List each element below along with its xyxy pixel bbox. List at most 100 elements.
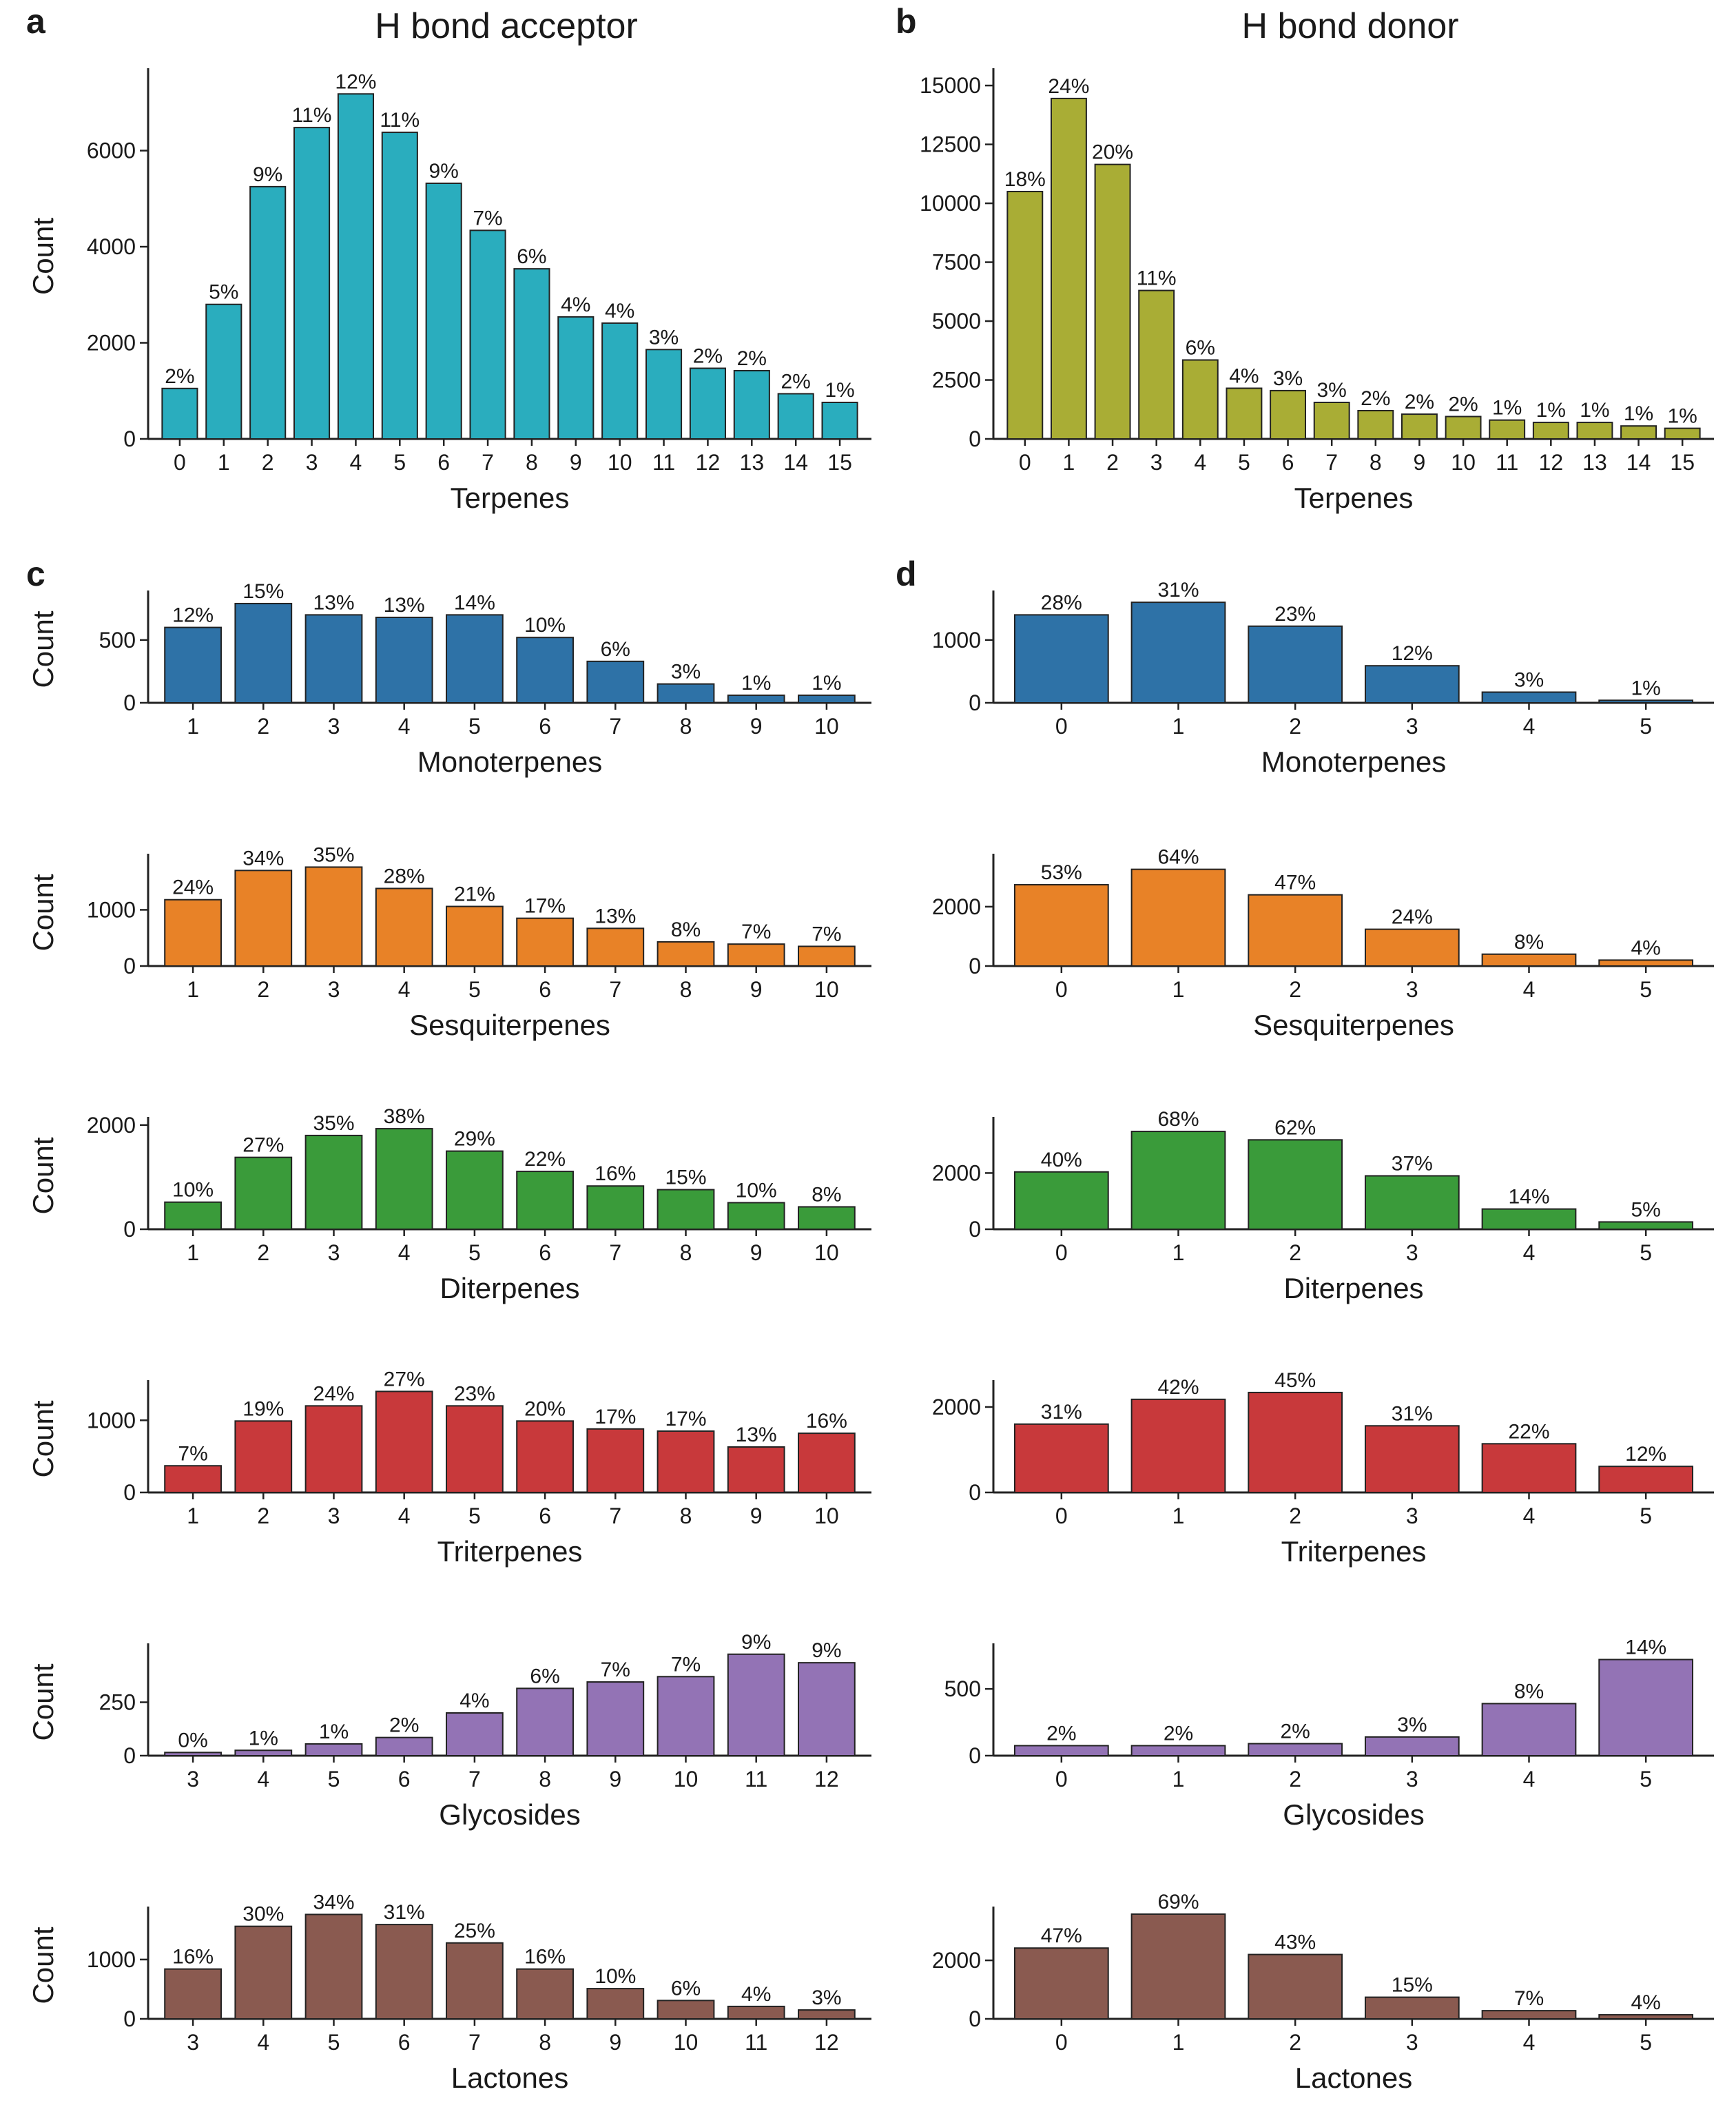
x-tick-label-c6-9: 9 (609, 2030, 621, 2055)
bar-d1-1 (1130, 602, 1226, 704)
y-tick-label-c1-500: 500 (99, 628, 136, 653)
x-tick-label-c1-2: 2 (257, 714, 269, 739)
bar-d6-0 (1013, 1947, 1109, 2020)
bar-b-1 (1050, 97, 1087, 440)
bar-d3-5 (1598, 1221, 1694, 1231)
y-label-c4: Count (27, 1400, 59, 1477)
bar-c6-4 (234, 1925, 293, 2020)
x-tick-label-c6-8: 8 (539, 2030, 551, 2055)
bar-d2-0 (1013, 884, 1109, 967)
x-tick-label-d4-3: 3 (1406, 1503, 1418, 1528)
bar-c6-9 (586, 1988, 645, 2020)
x-tick-label-d4-5: 5 (1640, 1503, 1652, 1528)
bar-c1-8 (657, 683, 715, 704)
x-tick-label-d2-1: 1 (1172, 977, 1185, 1002)
data-label-b-8: 2% (1361, 387, 1390, 410)
data-label-a-7: 7% (473, 207, 502, 229)
x-tick-label-d5-2: 2 (1289, 1767, 1301, 1791)
bar-c3-3 (304, 1134, 363, 1231)
data-label-c1-8: 3% (671, 661, 701, 684)
bar-d6-1 (1130, 1913, 1226, 2020)
x-tick-label-c6-4: 4 (257, 2030, 269, 2055)
data-label-d2-3: 24% (1392, 906, 1433, 929)
data-label-c1-9: 1% (741, 672, 771, 695)
y-label-c3: Count (27, 1137, 59, 1214)
data-label-d5-2: 2% (1280, 1721, 1310, 1743)
data-label-b-3: 11% (1137, 267, 1177, 290)
x-tick-label-c4-10: 10 (814, 1503, 839, 1528)
y-tick-label-d1-0: 0 (969, 690, 981, 715)
bar-d4-0 (1013, 1423, 1109, 1494)
data-label-d1-1: 31% (1157, 579, 1199, 602)
data-label-d4-3: 31% (1392, 1402, 1433, 1425)
data-label-d2-4: 8% (1514, 931, 1544, 954)
x-tick-label-b-10: 10 (1451, 450, 1476, 475)
data-label-c1-2: 15% (242, 580, 284, 603)
x-tick-label-d1-1: 1 (1172, 714, 1185, 739)
bar-c5-11 (727, 1653, 785, 1756)
data-label-c6-8: 16% (524, 1946, 566, 1969)
data-label-b-1: 24% (1048, 75, 1089, 98)
bar-c5-8 (516, 1687, 574, 1757)
bar-a-2 (249, 185, 287, 440)
data-label-d2-2: 47% (1274, 872, 1316, 894)
bar-b-3 (1138, 289, 1175, 440)
x-tick-label-c6-7: 7 (468, 2030, 481, 2055)
x-tick-label-b-5: 5 (1238, 450, 1250, 475)
data-label-c5-11: 9% (741, 1631, 771, 1654)
data-label-d4-5: 12% (1625, 1443, 1666, 1466)
x-tick-label-c2-10: 10 (814, 977, 839, 1002)
data-label-d5-0: 2% (1046, 1722, 1076, 1745)
bar-d6-4 (1481, 2010, 1577, 2020)
data-label-b-6: 3% (1273, 367, 1303, 390)
y-tick-label-c6-1000: 1000 (87, 1947, 136, 1972)
bar-d5-4 (1481, 1703, 1577, 1756)
data-label-c4-9: 13% (736, 1424, 777, 1446)
bar-d5-1 (1130, 1745, 1226, 1756)
data-label-c2-7: 13% (595, 905, 636, 927)
x-tick-label-c4-6: 6 (539, 1503, 551, 1528)
bar-b-9 (1401, 413, 1438, 440)
x-tick-label-c5-10: 10 (674, 1767, 699, 1791)
data-label-c2-10: 7% (812, 923, 841, 945)
y-tick-label-c1-0: 0 (123, 690, 136, 715)
bar-a-9 (557, 316, 595, 440)
x-tick-label-d3-3: 3 (1406, 1240, 1418, 1265)
data-label-a-8: 6% (517, 245, 546, 268)
y-tick-label-d2-2000: 2000 (932, 894, 981, 919)
x-tick-label-d2-2: 2 (1289, 977, 1301, 1002)
data-label-c6-11: 4% (741, 1983, 771, 2006)
data-label-a-10: 4% (605, 300, 634, 322)
data-label-a-4: 12% (335, 70, 376, 93)
bar-c3-4 (375, 1128, 433, 1230)
bar-d4-3 (1364, 1425, 1460, 1494)
data-label-d4-1: 42% (1157, 1376, 1199, 1399)
x-tick-label-d5-5: 5 (1640, 1767, 1652, 1791)
data-label-c4-7: 17% (595, 1406, 636, 1428)
bar-c4-3 (304, 1405, 363, 1494)
bar-d4-5 (1598, 1466, 1694, 1493)
bar-c4-1 (164, 1465, 222, 1493)
bar-a-1 (205, 303, 242, 440)
bar-d3-3 (1364, 1175, 1460, 1230)
x-tick-label-b-15: 15 (1670, 450, 1695, 475)
data-label-c5-10: 7% (671, 1653, 701, 1676)
chart-c3: 0 2000 1 10% 2 27% 3 35% 4 38% 5 29% 6 22% 7 16% 8 15% 9 10… (27, 1105, 871, 1304)
bar-c4-8 (657, 1430, 715, 1494)
x-tick-label-c5-11: 11 (745, 1767, 767, 1791)
y-tick-label-c4-1000: 1000 (87, 1408, 136, 1433)
y-label-c1: Count (27, 610, 59, 688)
y-tick-label-b-7500: 7500 (932, 250, 981, 275)
data-label-b-14: 1% (1624, 402, 1653, 425)
data-label-c4-5: 23% (454, 1382, 495, 1405)
bar-c6-6 (375, 1924, 433, 2020)
x-label-c6: Lactones (451, 2062, 568, 2094)
x-tick-label-d1-0: 0 (1055, 714, 1068, 739)
data-label-c4-1: 7% (178, 1442, 207, 1465)
bar-d2-4 (1481, 953, 1577, 967)
bar-b-5 (1226, 387, 1263, 440)
data-label-d3-0: 40% (1041, 1149, 1082, 1171)
data-label-c5-5: 1% (319, 1721, 349, 1743)
bar-d5-2 (1248, 1743, 1343, 1756)
x-tick-label-c5-5: 5 (328, 1767, 340, 1791)
